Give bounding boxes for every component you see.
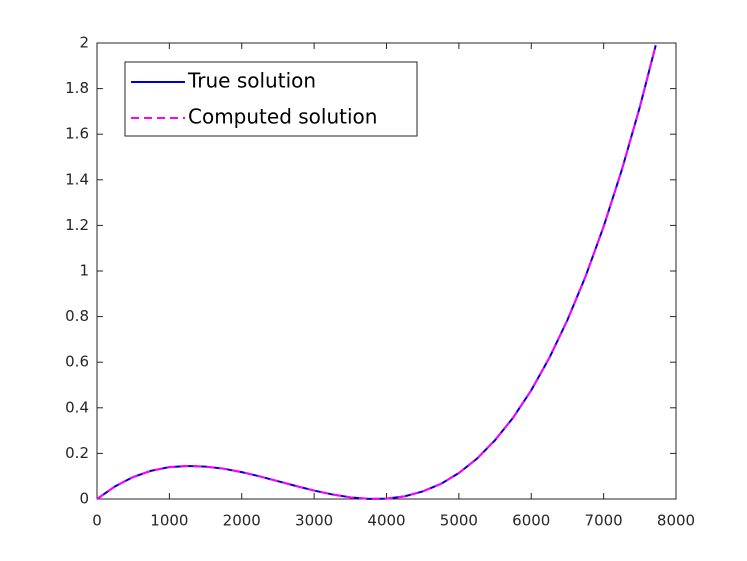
y-tick-label: 1.8 [65,79,89,97]
x-tick-label: 3000 [295,512,333,530]
y-tick-label: 1 [79,262,89,280]
data-line [96,45,657,500]
y-tick-label: 0.6 [65,353,89,371]
x-tick-label: 1000 [150,512,188,530]
y-tick-label: 0.2 [65,444,89,462]
x-tick-label: 6000 [512,512,550,530]
y-tick-label: 2 [79,34,89,52]
y-tick-label: 1.2 [65,216,89,234]
x-tick-label: 2000 [223,512,261,530]
x-tick-label: 7000 [585,512,623,530]
x-tick-label: 4000 [367,512,405,530]
y-tick-label: 1.6 [65,125,89,143]
x-tick-label: 0 [92,512,102,530]
y-tick-label: 0.4 [65,398,89,416]
legend-label: Computed solution [188,105,377,129]
legend-box [124,61,418,137]
x-tick-label: 8000 [657,512,695,530]
legend-label: True solution [187,69,316,93]
x-tick-label: 5000 [440,512,478,530]
y-tick-label: 1.4 [65,170,89,188]
legend: True solution Computed solution [124,61,418,137]
y-tick-label: 0.8 [65,307,89,325]
y-tick-label: 0 [79,490,89,508]
